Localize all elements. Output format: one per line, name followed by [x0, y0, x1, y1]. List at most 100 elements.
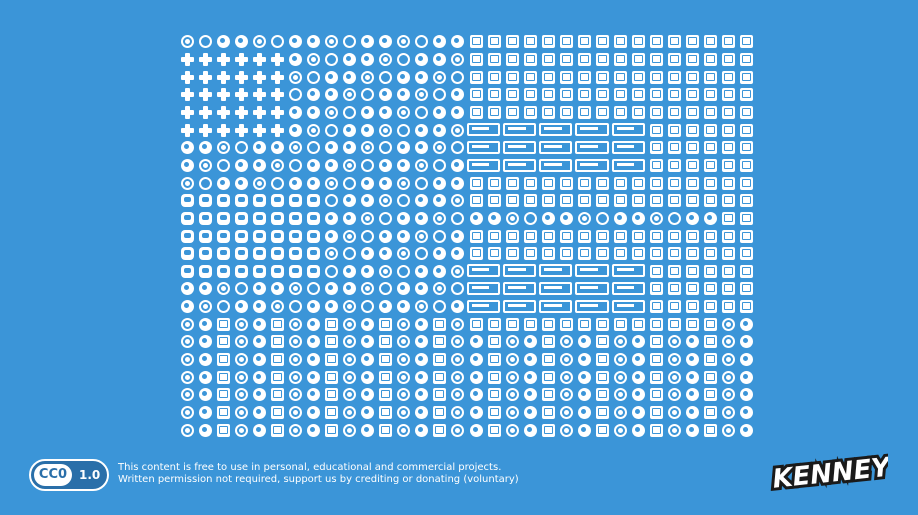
- circle-icon: [216, 176, 230, 190]
- key-icon: [433, 353, 447, 367]
- key-icon: [270, 423, 284, 437]
- key-icon: [614, 88, 628, 102]
- key-icon: [704, 370, 718, 384]
- circle-icon: [451, 300, 465, 314]
- key-icon: [216, 388, 230, 402]
- dot-icon: [288, 158, 302, 172]
- circle-icon: [415, 211, 429, 225]
- circle-icon: [451, 229, 465, 243]
- ring-icon: [325, 105, 339, 119]
- circle-icon: [415, 317, 429, 331]
- cross-icon: [216, 88, 230, 102]
- dot-icon: [325, 264, 339, 278]
- key-icon: [740, 88, 754, 102]
- circle-icon: [451, 105, 465, 119]
- key-icon: [595, 370, 609, 384]
- circle-icon: [325, 282, 339, 296]
- key-icon: [541, 105, 555, 119]
- pad-icon: [180, 264, 194, 278]
- key-icon: [614, 229, 628, 243]
- key-icon: [722, 194, 736, 208]
- ring-icon: [180, 406, 194, 420]
- ring-icon: [343, 335, 357, 349]
- ring-icon: [234, 317, 248, 331]
- dot-icon: [397, 194, 411, 208]
- key-icon: [469, 229, 483, 243]
- pad-icon: [180, 194, 194, 208]
- ring-icon: [614, 423, 628, 437]
- pad-icon: [252, 229, 266, 243]
- dot-icon: [397, 264, 411, 278]
- key-icon: [614, 176, 628, 190]
- ring-icon: [306, 123, 320, 137]
- key-icon: [379, 370, 393, 384]
- key-icon: [523, 35, 537, 49]
- ring-icon: [379, 52, 393, 66]
- ring-icon: [361, 70, 375, 84]
- circle-icon: [469, 370, 483, 384]
- cross-icon: [198, 88, 212, 102]
- ring-icon: [234, 353, 248, 367]
- key-icon: [595, 317, 609, 331]
- key-icon: [595, 423, 609, 437]
- circle-icon: [469, 388, 483, 402]
- ring-icon: [451, 370, 465, 384]
- key-icon: [541, 317, 555, 331]
- dot-icon: [397, 52, 411, 66]
- key-icon: [650, 264, 664, 278]
- circle-icon: [415, 52, 429, 66]
- dot-icon: [216, 158, 230, 172]
- dot-icon: [361, 300, 375, 314]
- ring-icon: [415, 88, 429, 102]
- key-icon: [722, 105, 736, 119]
- ring-icon: [343, 353, 357, 367]
- circle-icon: [415, 406, 429, 420]
- circle-icon: [415, 282, 429, 296]
- key-icon: [595, 335, 609, 349]
- key-icon: [614, 317, 628, 331]
- key-icon: [541, 35, 555, 49]
- circle-icon: [234, 35, 248, 49]
- circle-icon: [306, 158, 320, 172]
- circle-icon: [469, 211, 483, 225]
- key-icon: [541, 423, 555, 437]
- circle-icon: [252, 158, 266, 172]
- circle-icon: [288, 176, 302, 190]
- circle-icon: [415, 370, 429, 384]
- pad-icon: [198, 194, 212, 208]
- circle-icon: [740, 388, 754, 402]
- circle-icon: [686, 370, 700, 384]
- key-icon: [487, 335, 501, 349]
- ring-icon: [379, 194, 393, 208]
- circle-icon: [343, 141, 357, 155]
- circle-icon: [632, 406, 646, 420]
- wide-key-icon: [575, 299, 609, 313]
- cross-icon: [270, 105, 284, 119]
- ring-icon: [614, 388, 628, 402]
- circle-icon: [523, 406, 537, 420]
- pad-icon: [288, 194, 302, 208]
- cc0-version: 1.0: [79, 468, 101, 482]
- dot-icon: [361, 158, 375, 172]
- cross-icon: [234, 88, 248, 102]
- key-icon: [722, 35, 736, 49]
- wide-key-icon: [467, 158, 501, 172]
- key-icon: [559, 88, 573, 102]
- key-icon: [523, 176, 537, 190]
- pad-icon: [234, 211, 248, 225]
- key-icon: [686, 88, 700, 102]
- ring-icon: [722, 317, 736, 331]
- circle-icon: [343, 211, 357, 225]
- circle-icon: [433, 247, 447, 261]
- ring-icon: [559, 406, 573, 420]
- pad-icon: [252, 194, 266, 208]
- key-icon: [740, 35, 754, 49]
- dot-icon: [415, 35, 429, 49]
- circle-icon: [306, 300, 320, 314]
- ring-icon: [288, 141, 302, 155]
- ring-icon: [722, 406, 736, 420]
- dot-icon: [325, 194, 339, 208]
- key-icon: [523, 70, 537, 84]
- ring-icon: [668, 406, 682, 420]
- circle-icon: [523, 370, 537, 384]
